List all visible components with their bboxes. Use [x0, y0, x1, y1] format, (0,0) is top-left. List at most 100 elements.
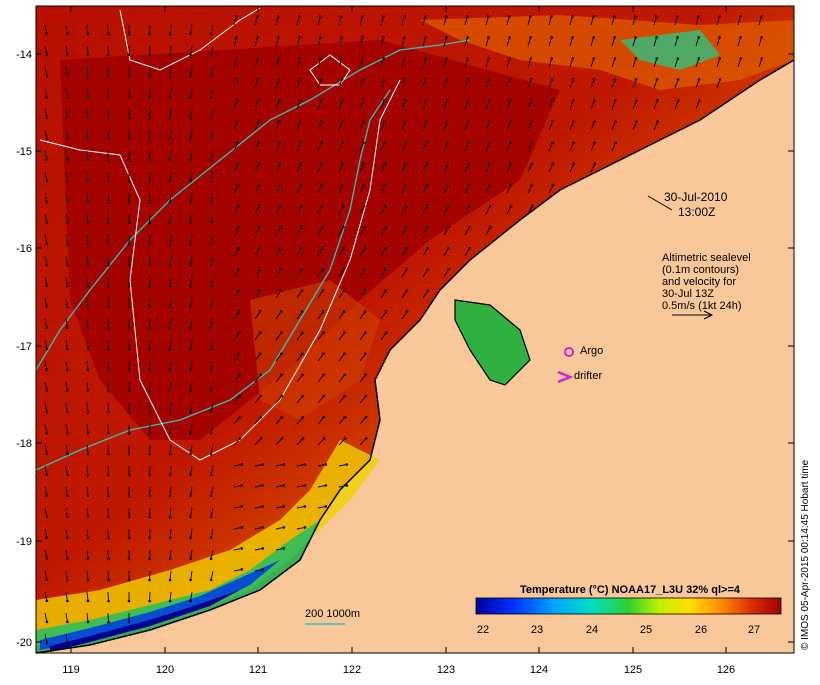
- map-date: 30-Jul-2010: [664, 191, 727, 203]
- velocity-arrow-head: [169, 348, 172, 351]
- velocity-arrow-head: [169, 432, 172, 435]
- velocity-arrow-head: [87, 54, 90, 57]
- velocity-arrow-head: [66, 264, 69, 267]
- velocity-arrow-head: [344, 395, 347, 398]
- velocity-arrow-head: [698, 99, 701, 102]
- velocity-arrow-head: [148, 537, 151, 540]
- velocity-arrow-head: [128, 264, 131, 267]
- velocity-arrow-head: [382, 36, 385, 39]
- velocity-arrow: [108, 550, 109, 559]
- velocity-arrow-head: [257, 78, 260, 81]
- velocity-arrow-head: [362, 120, 365, 123]
- velocity-arrow-head: [210, 117, 213, 120]
- velocity-arrow-head: [259, 310, 262, 313]
- velocity-arrow-head: [107, 306, 110, 309]
- velocity-arrow-head: [425, 99, 428, 102]
- velocity-arrow-head: [279, 205, 282, 208]
- velocity-arrow-head: [634, 15, 637, 18]
- velocity-arrow-head: [676, 15, 679, 18]
- velocity-arrow-head: [128, 75, 131, 78]
- velocity-arrow: [108, 571, 109, 580]
- velocity-arrow-head: [300, 184, 303, 187]
- velocity-arrow-head: [572, 57, 575, 60]
- velocity-arrow-head: [210, 285, 213, 288]
- velocity-arrow-head: [66, 159, 69, 162]
- velocity-arrow-head: [325, 463, 328, 466]
- velocity-arrow-head: [572, 99, 575, 102]
- velocity-arrow-head: [283, 505, 286, 508]
- velocity-arrow-head: [488, 78, 491, 81]
- velocity-arrow-head: [404, 99, 407, 102]
- velocity-arrow-head: [446, 99, 449, 102]
- velocity-arrow-head: [128, 201, 131, 204]
- velocity-arrow: [108, 172, 109, 181]
- lon-label: 122: [332, 664, 372, 676]
- velocity-arrow-head: [128, 495, 131, 498]
- velocity-arrow-head: [362, 57, 365, 60]
- velocity-arrow-head: [425, 142, 428, 145]
- velocity-arrow-head: [342, 184, 345, 187]
- velocity-arrow-head: [128, 54, 131, 57]
- velocity-arrow-head: [210, 390, 213, 393]
- velocity-arrow-head: [210, 222, 213, 225]
- velocity-arrow: [108, 340, 109, 349]
- velocity-arrow-head: [87, 75, 90, 78]
- legend-line: 0.5m/s (1kt 24h): [662, 300, 741, 312]
- velocity-arrow: [108, 592, 109, 601]
- velocity-arrow-head: [189, 222, 192, 225]
- velocity-arrow-head: [237, 268, 240, 271]
- velocity-arrow: [108, 25, 109, 34]
- velocity-arrow-head: [210, 327, 213, 330]
- velocity-arrow-head: [320, 142, 323, 145]
- velocity-arrow-head: [342, 205, 345, 208]
- velocity-arrow-head: [107, 222, 110, 225]
- velocity-arrow-head: [210, 75, 213, 78]
- velocity-arrow-head: [719, 57, 722, 60]
- velocity-arrow-head: [385, 310, 388, 313]
- velocity-arrow-head: [66, 201, 69, 204]
- velocity-arrow-head: [66, 222, 69, 225]
- velocity-arrow-head: [489, 226, 492, 229]
- velocity-arrow-head: [298, 15, 301, 18]
- velocity-arrow-head: [405, 205, 408, 208]
- velocity-arrow-head: [257, 57, 260, 60]
- velocity-arrow-head: [466, 15, 469, 18]
- velocity-arrow-head: [66, 621, 69, 624]
- velocity-arrow-head: [210, 243, 213, 246]
- velocity-arrow-head: [87, 558, 90, 561]
- velocity-arrow-head: [363, 247, 366, 250]
- velocity-arrow-head: [262, 568, 265, 571]
- velocity-arrow: [108, 403, 109, 412]
- velocity-arrow-head: [299, 99, 302, 102]
- velocity-arrow-head: [300, 247, 303, 250]
- velocity-arrow-head: [189, 138, 192, 141]
- velocity-arrow-head: [66, 495, 69, 498]
- velocity-arrow-head: [66, 117, 69, 120]
- lat-label: -14: [2, 49, 32, 61]
- velocity-arrow-head: [718, 36, 721, 39]
- velocity-arrow: [108, 256, 109, 265]
- velocity-arrow-head: [344, 416, 347, 419]
- velocity-arrow-head: [531, 163, 534, 166]
- velocity-arrow: [108, 424, 109, 433]
- velocity-arrow-head: [364, 353, 367, 356]
- velocity-arrow-head: [300, 205, 303, 208]
- velocity-arrow-head: [46, 516, 49, 519]
- velocity-arrow-head: [262, 547, 265, 550]
- velocity-arrow-head: [346, 463, 349, 466]
- velocity-arrow-head: [550, 15, 553, 18]
- velocity-arrow-head: [189, 411, 192, 414]
- velocity-arrow-head: [46, 642, 49, 645]
- velocity-arrow-head: [257, 99, 260, 102]
- velocity-arrow-head: [66, 453, 69, 456]
- velocity-arrow-head: [321, 205, 324, 208]
- velocity-arrow-head: [488, 57, 491, 60]
- velocity-arrow-head: [87, 285, 90, 288]
- velocity-arrow-head: [169, 33, 172, 36]
- velocity-arrow-head: [383, 120, 386, 123]
- velocity-arrow-head: [87, 327, 90, 330]
- velocity-arrow-head: [237, 163, 240, 166]
- velocity-arrow-head: [362, 99, 365, 102]
- velocity-arrow-head: [169, 264, 172, 267]
- velocity-arrow-head: [677, 78, 680, 81]
